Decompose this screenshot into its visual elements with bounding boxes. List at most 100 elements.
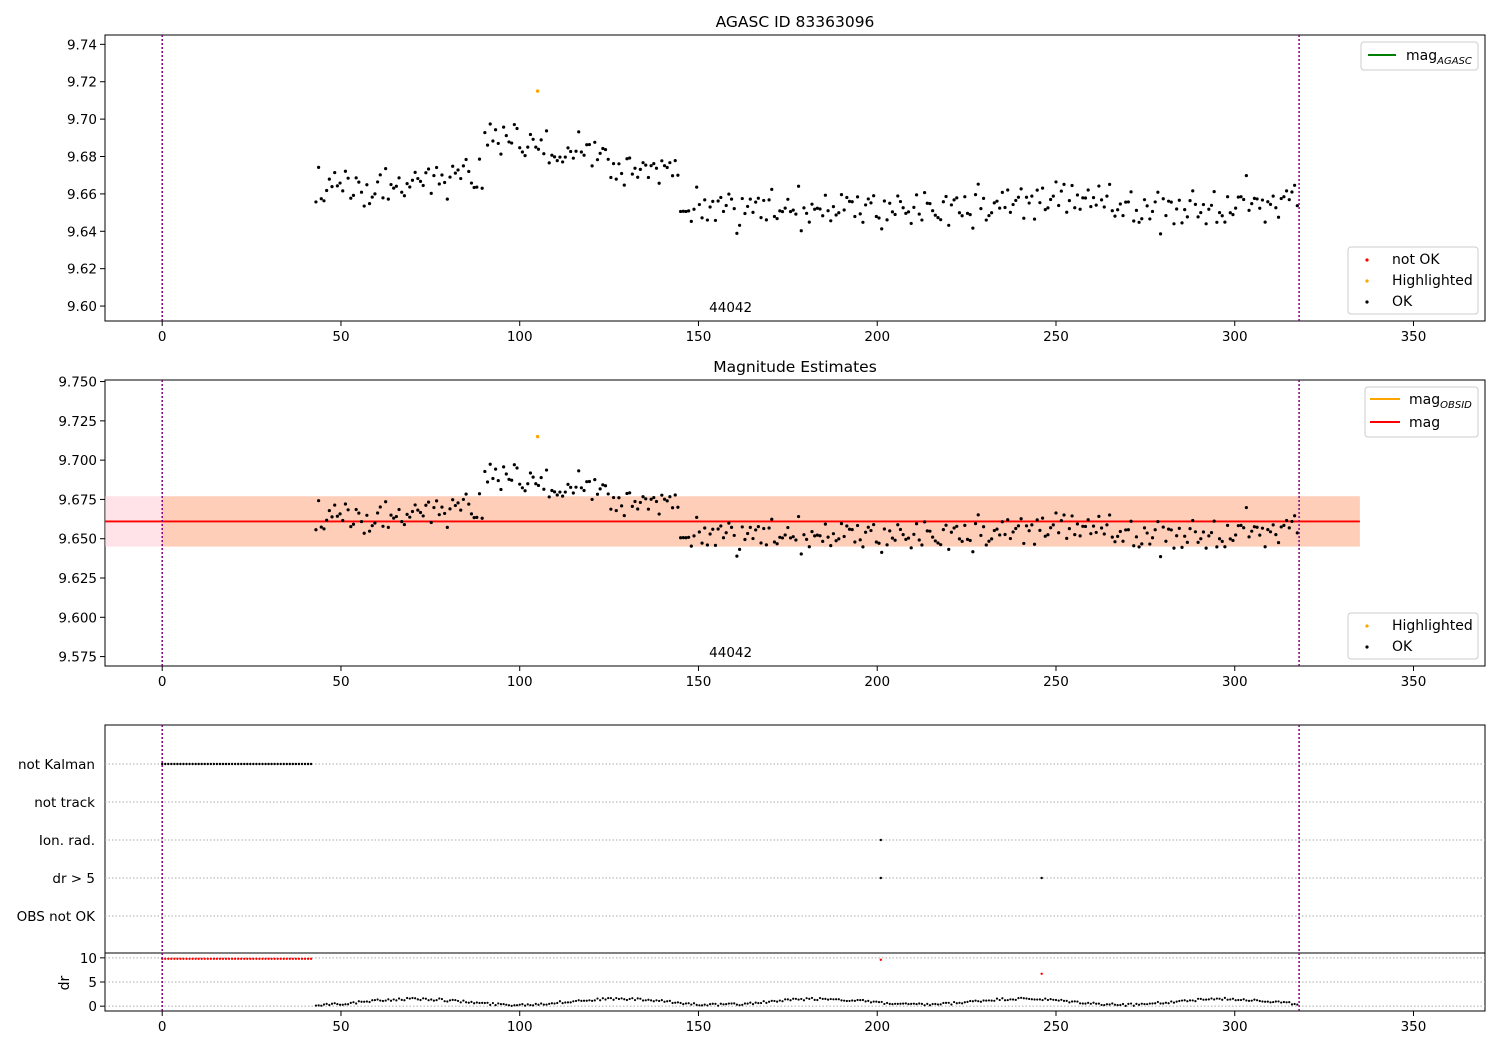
dr-point (416, 998, 419, 1001)
data-point (998, 206, 1002, 210)
dr-point (1205, 998, 1208, 1001)
data-point (724, 203, 728, 208)
data-point (818, 534, 822, 538)
data-point (719, 524, 723, 528)
data-point (373, 521, 377, 525)
dr-point (384, 999, 387, 1002)
data-point (426, 500, 431, 504)
dr-point (387, 998, 390, 1001)
data-point (566, 146, 570, 150)
dr-point (1151, 1002, 1154, 1005)
dr-red-point (246, 957, 249, 960)
data-point (1140, 542, 1144, 546)
dr-point (368, 1000, 371, 1004)
data-point (708, 205, 712, 209)
data-point (467, 169, 471, 174)
dr-red-point (212, 957, 216, 960)
data-point (791, 535, 795, 539)
dr-red-point (243, 957, 246, 960)
dr-point (767, 1000, 771, 1003)
data-point (1110, 535, 1114, 539)
data-point (914, 193, 919, 197)
data-point (1193, 530, 1198, 534)
dr-point (526, 1003, 529, 1006)
data-point (976, 182, 980, 186)
data-point (831, 532, 836, 536)
data-point (362, 204, 366, 208)
dr-point (325, 1002, 328, 1005)
dr-point (714, 1002, 717, 1005)
data-point (349, 525, 353, 529)
data-point (370, 524, 374, 528)
dr-point (486, 1001, 489, 1004)
data-point (408, 515, 412, 519)
data-point (1124, 528, 1128, 532)
dr-point (765, 1001, 768, 1004)
dr-point (397, 997, 401, 1000)
data-point (1140, 217, 1144, 221)
data-point (1142, 198, 1147, 202)
dr-point (1199, 997, 1202, 1000)
data-point (606, 157, 610, 161)
data-point (1293, 183, 1297, 187)
dr-point (446, 1000, 449, 1003)
data-point (1225, 523, 1230, 527)
data-point (973, 193, 978, 197)
dr-red-point (215, 957, 219, 960)
data-point (1024, 195, 1029, 199)
data-point (386, 197, 390, 201)
data-point (577, 469, 581, 473)
data-point (1148, 217, 1152, 221)
flag-point (240, 762, 243, 766)
dr-point (853, 999, 856, 1002)
dr-point (596, 997, 599, 1000)
data-point (936, 541, 940, 545)
dr-point (1293, 1002, 1296, 1006)
data-point (362, 531, 366, 535)
data-point (922, 520, 927, 524)
data-point (314, 528, 318, 532)
y-tick-label: 9.66 (67, 187, 97, 203)
dr-point (438, 997, 441, 1000)
data-point (955, 524, 959, 528)
data-point (754, 200, 758, 204)
dr-point (427, 999, 430, 1002)
data-point (1000, 190, 1004, 194)
dr-point (1258, 999, 1261, 1003)
dr-point (684, 1002, 688, 1005)
data-point (829, 219, 833, 223)
data-point (778, 535, 782, 539)
flag-point (273, 762, 276, 766)
data-point (955, 196, 959, 200)
data-point (1156, 190, 1160, 194)
data-point (839, 193, 844, 197)
data-point (681, 536, 685, 540)
data-point (963, 195, 967, 199)
data-point (668, 495, 672, 499)
dr-red-point (206, 957, 209, 960)
data-point (1201, 202, 1206, 207)
data-point (520, 486, 524, 490)
data-point (1236, 524, 1240, 528)
dr-point (867, 999, 870, 1002)
dr-point (786, 998, 789, 1001)
dr-point (1183, 999, 1186, 1002)
dr-point (494, 1004, 497, 1007)
dr-red-point (282, 957, 285, 960)
dr-point (1028, 997, 1031, 1001)
data-point (1070, 183, 1074, 188)
data-point (869, 201, 873, 205)
dr-point (513, 1004, 516, 1007)
dr-point (861, 998, 865, 1002)
data-point (574, 485, 578, 489)
data-point (689, 544, 693, 548)
dr-point (1191, 999, 1194, 1002)
data-point (459, 176, 463, 181)
data-point (585, 143, 589, 147)
data-point (483, 469, 487, 474)
dr-red-point (276, 957, 279, 960)
data-point (813, 534, 817, 538)
data-point (1102, 205, 1106, 209)
data-point (410, 178, 415, 182)
